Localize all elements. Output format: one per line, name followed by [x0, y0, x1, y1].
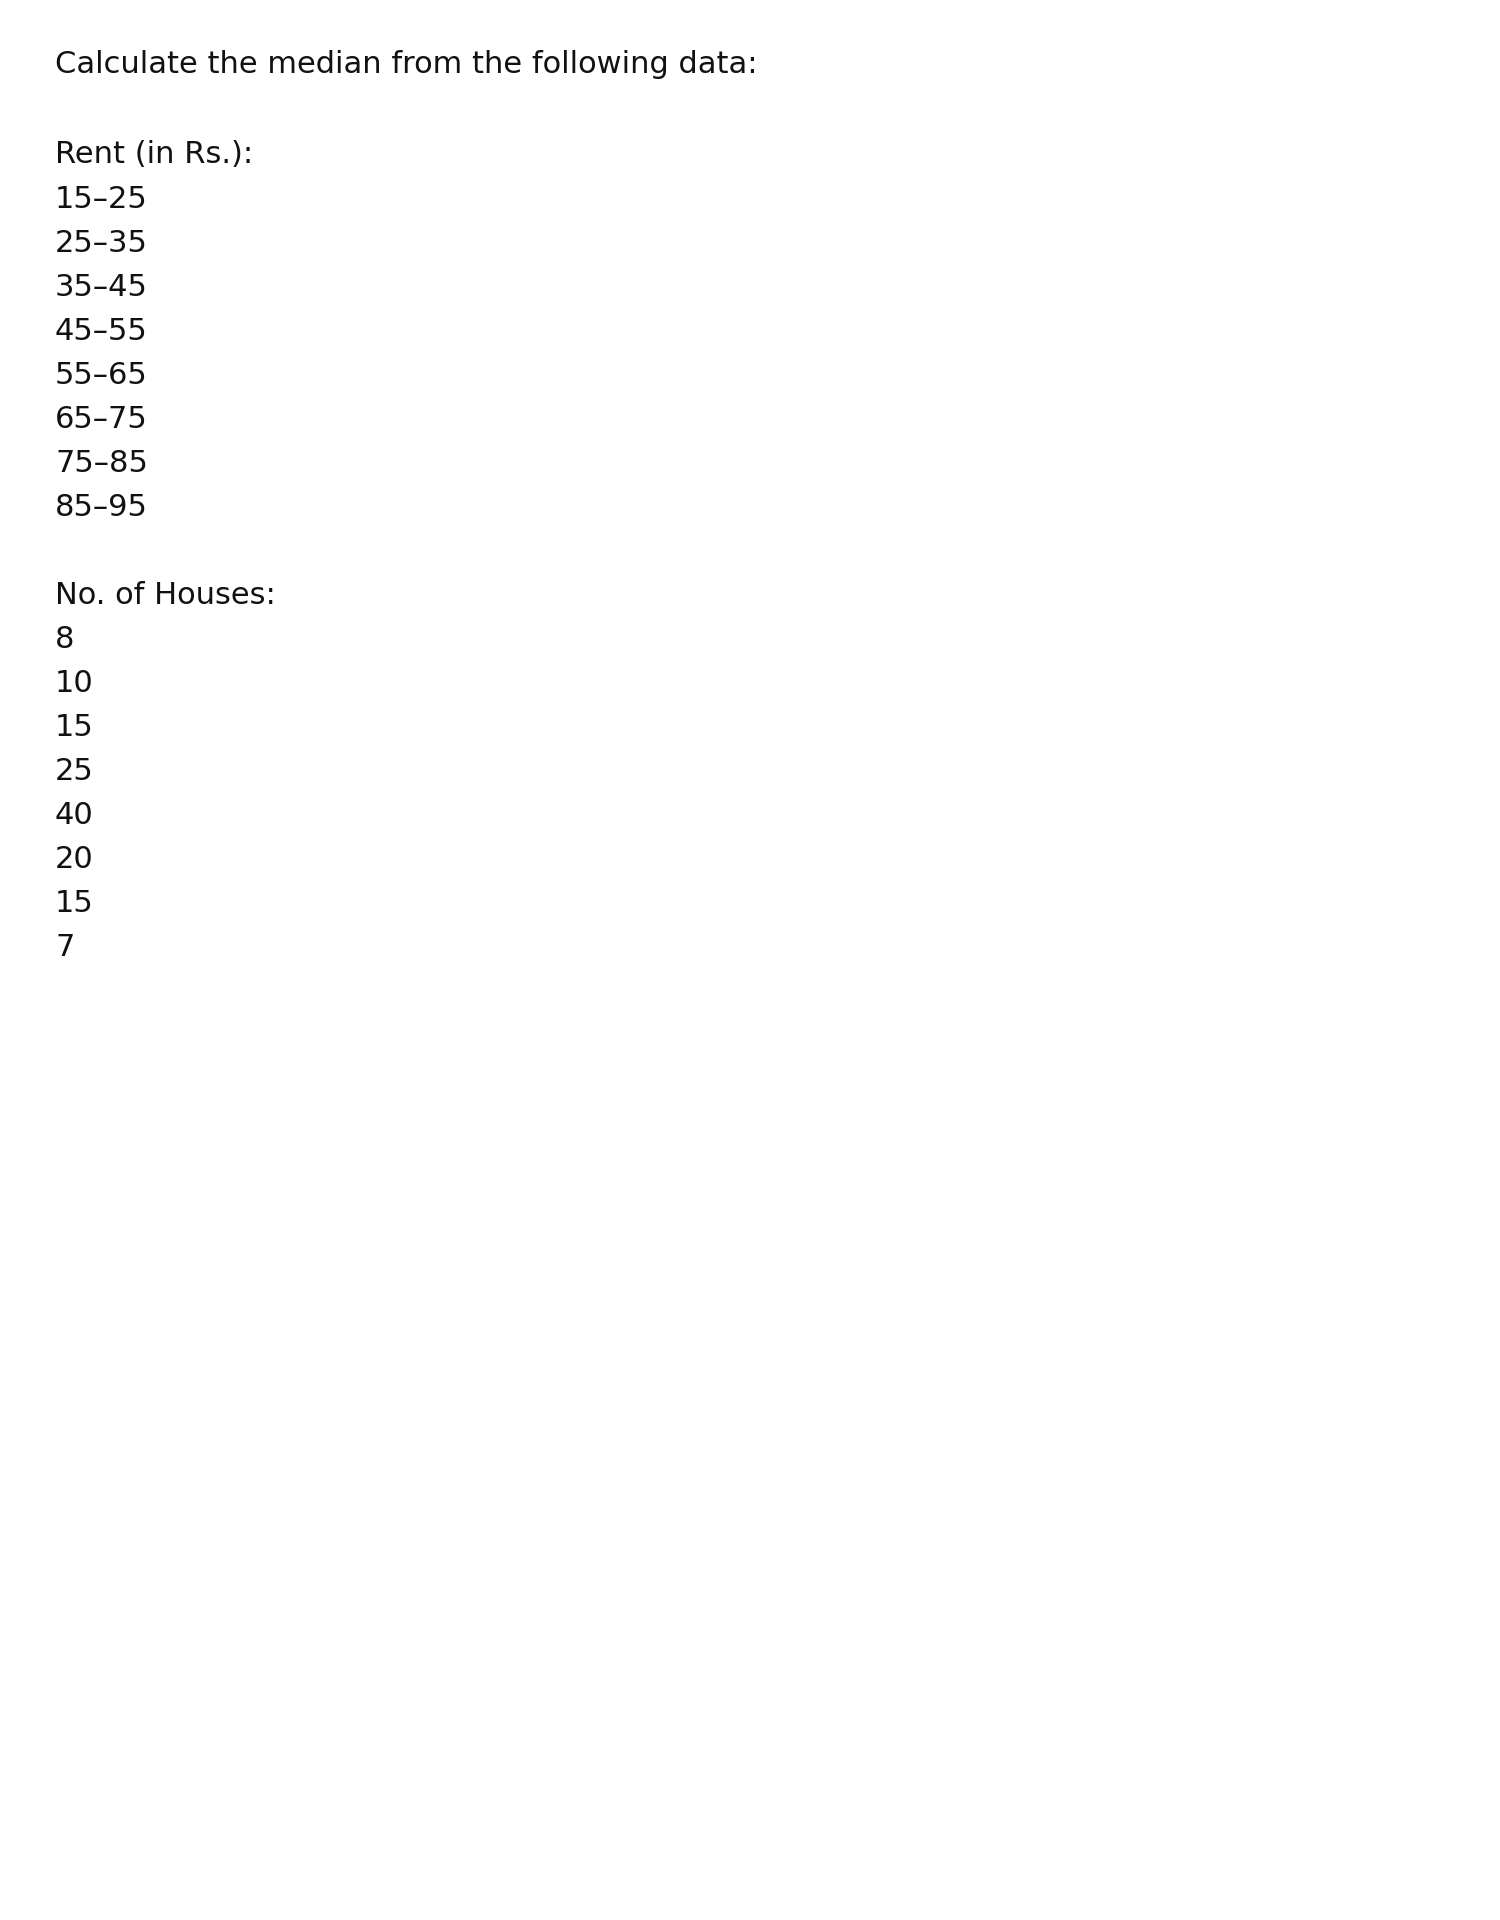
Text: 40: 40 — [56, 801, 93, 829]
Text: 65–75: 65–75 — [56, 405, 147, 434]
Text: 15: 15 — [56, 889, 93, 918]
Text: Calculate the median from the following data:: Calculate the median from the following … — [56, 50, 758, 79]
Text: Rent (in Rs.):: Rent (in Rs.): — [56, 140, 254, 169]
Text: 25: 25 — [56, 756, 93, 785]
Text: 15: 15 — [56, 712, 93, 741]
Text: 7: 7 — [56, 933, 75, 962]
Text: 25–35: 25–35 — [56, 228, 148, 257]
Text: 20: 20 — [56, 845, 93, 874]
Text: 35–45: 35–45 — [56, 273, 148, 301]
Text: 8: 8 — [56, 626, 75, 655]
Text: 55–65: 55–65 — [56, 361, 147, 390]
Text: No. of Houses:: No. of Houses: — [56, 582, 276, 611]
Text: 15–25: 15–25 — [56, 184, 147, 213]
Text: 45–55: 45–55 — [56, 317, 147, 346]
Text: 75–85: 75–85 — [56, 449, 148, 478]
Text: 85–95: 85–95 — [56, 493, 148, 522]
Text: 10: 10 — [56, 668, 93, 699]
